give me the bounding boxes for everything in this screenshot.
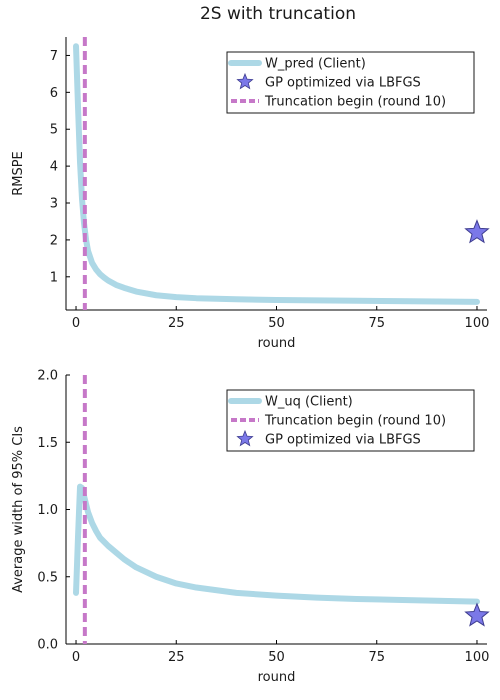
- plot-area: [73, 375, 480, 644]
- y-tick-label: 3: [50, 197, 58, 212]
- y-axis-label: RMSPE: [11, 151, 26, 196]
- legend-label: W_pred (Client): [265, 57, 366, 72]
- x-tick-label: 0: [72, 650, 80, 665]
- x-axis-label: round: [258, 670, 296, 685]
- y-tick-label: 1.5: [37, 436, 58, 451]
- figure-title: 2S with truncation: [200, 4, 356, 24]
- x-tick-label: 100: [465, 650, 490, 665]
- ci-width-panel: 0 25 50 75 100 0.0 0.5 1.0 1.5 2.0 round Average wi…: [11, 369, 490, 685]
- legend-label: Truncation begin (round 10): [264, 95, 446, 110]
- x-axis-label: round: [258, 336, 296, 351]
- y-tick-label: 0.0: [37, 638, 58, 653]
- legend-box: [226, 389, 475, 452]
- y-tick-label: 6: [50, 86, 58, 101]
- y-tick-label: 5: [50, 123, 58, 138]
- y-tick-label: 2.0: [37, 369, 58, 384]
- rmspe-panel: 0 25 50 75 100 1 2 3 4 5 6 7 round RMSPE W_pred (Clien…: [11, 37, 490, 351]
- y-tick-label: 1: [50, 270, 58, 285]
- y-axis-label: Average width of 95% CIs: [11, 426, 26, 593]
- legend-label: GP optimized via LBFGS: [265, 433, 421, 448]
- legend-label: W_uq (Client): [265, 395, 353, 410]
- legend-label: Truncation begin (round 10): [264, 414, 446, 429]
- legend-label: GP optimized via LBFGS: [265, 76, 421, 91]
- y-tick-label: 4: [50, 160, 58, 175]
- gp-star-point: [464, 602, 490, 627]
- x-tick-label: 75: [368, 316, 385, 331]
- x-tick-label: 25: [168, 316, 185, 331]
- legend-swatch-star: [236, 429, 254, 447]
- x-tick-label: 100: [465, 316, 490, 331]
- x-tick-label: 25: [168, 650, 185, 665]
- x-tick-label: 75: [368, 650, 385, 665]
- plot-area: [73, 37, 480, 310]
- legend-box: [226, 51, 475, 114]
- y-tick-label: 2: [50, 233, 58, 248]
- gp-star-point: [464, 219, 490, 244]
- y-tick-label: 1.0: [37, 503, 58, 518]
- series-line: [73, 483, 480, 605]
- legend: W_pred (Client) GP optimized via LBFGS Tru…: [226, 51, 475, 114]
- y-tick-label: 7: [50, 49, 58, 64]
- y-tick-label: 0.5: [37, 570, 58, 585]
- x-tick-label: 50: [268, 316, 285, 331]
- x-tick-label: 50: [268, 650, 285, 665]
- legend-swatch-star: [236, 72, 254, 90]
- legend: W_uq (Client) Truncation begin (round 10)…: [226, 389, 475, 452]
- x-tick-label: 0: [72, 316, 80, 331]
